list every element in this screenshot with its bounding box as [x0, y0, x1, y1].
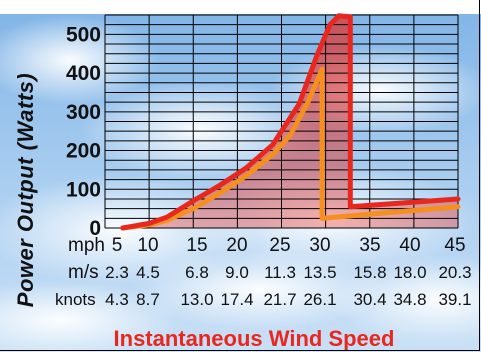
x-tick-m-s-8: 20.3	[438, 263, 471, 282]
x-tick-labels: mph 5 10 15 20 25 30 35 40 45 m/s 2.3 4.5 6.8 9.0 11.3 1…	[55, 235, 472, 309]
x-tick-knots-5: 26.1	[303, 290, 336, 309]
x-tick-knots-6: 30.4	[353, 290, 386, 309]
y-tick-200: 200	[66, 140, 101, 163]
x-tick-knots-1: 8.7	[136, 290, 160, 309]
x-tick-mph-2: 15	[186, 235, 207, 256]
x-tick-m-s-3: 9.0	[225, 263, 249, 282]
series-layer	[120, 13, 461, 231]
x-tick-knots-0: 4.3	[105, 290, 129, 309]
x-tick-mph-5: 30	[309, 235, 330, 256]
x-tick-m-s-7: 18.0	[393, 263, 426, 282]
x-tick-m-s-4: 11.3	[264, 263, 296, 282]
x-tick-mph-7: 40	[399, 235, 420, 256]
x-tick-mph-4: 25	[269, 235, 290, 256]
unit-label-mph: mph	[68, 235, 105, 256]
x-tick-mph-1: 10	[137, 235, 158, 256]
x-tick-mph-6: 35	[359, 235, 380, 256]
y-tick-labels: 500 400 300 200 100 0	[66, 23, 101, 240]
plot-area	[104, 13, 461, 231]
x-tick-knots-3: 17.4	[220, 290, 253, 309]
x-tick-knots-4: 21.7	[263, 290, 296, 309]
cloud-7	[130, 250, 390, 330]
x-tick-m-s-6: 15.8	[353, 263, 386, 282]
unit-label-m-s: m/s	[68, 262, 99, 283]
x-tick-mph-0: 5	[112, 235, 123, 256]
x-tick-m-s-2: 6.8	[185, 263, 209, 282]
y-tick-0: 0	[89, 217, 101, 240]
red-series-line	[120, 13, 461, 231]
x-axis-title: Instantaneous Wind Speed	[114, 326, 395, 351]
x-tick-m-s-5: 13.5	[303, 263, 336, 282]
x-tick-m-s-1: 4.5	[136, 263, 160, 282]
x-tick-knots-8: 39.1	[438, 290, 471, 309]
y-tick-500: 500	[66, 23, 101, 46]
y-tick-400: 400	[66, 62, 101, 85]
y-tick-300: 300	[66, 101, 101, 124]
y-axis-title: Power Output (Watts)	[13, 73, 38, 307]
unit-label-knots: knots	[55, 290, 96, 309]
x-tick-knots-7: 34.8	[393, 290, 426, 309]
header-band	[0, 0, 481, 14]
orange-series-line	[120, 66, 461, 231]
x-tick-knots-2: 13.0	[180, 290, 213, 309]
x-tick-mph-3: 20	[226, 235, 247, 256]
x-tick-m-s-0: 2.3	[105, 263, 129, 282]
y-tick-100: 100	[66, 178, 101, 201]
x-tick-mph-8: 45	[444, 235, 465, 256]
